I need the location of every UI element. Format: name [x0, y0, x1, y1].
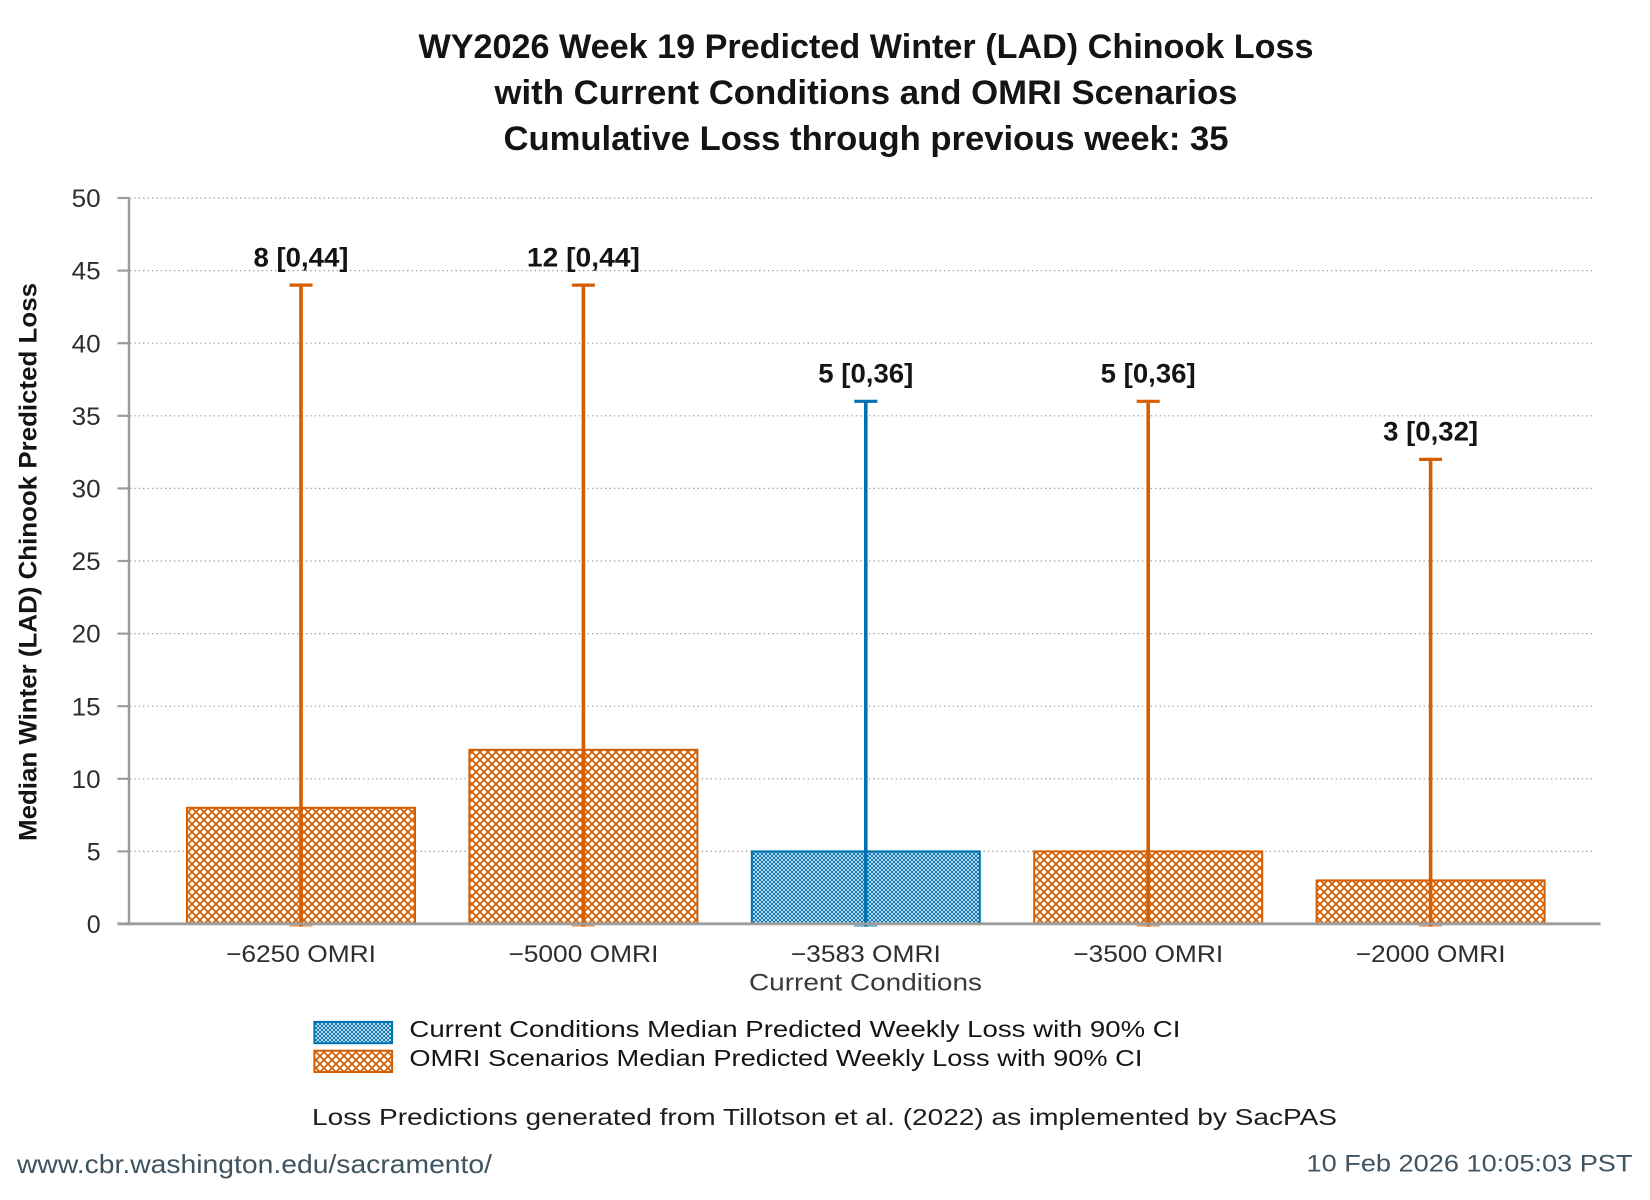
- svg-text:3 [0,32]: 3 [0,32]: [1383, 417, 1478, 447]
- svg-text:−3500 OMRI: −3500 OMRI: [1073, 941, 1223, 968]
- svg-text:8 [0,44]: 8 [0,44]: [254, 242, 349, 272]
- svg-text:Current Conditions: Current Conditions: [749, 970, 982, 997]
- svg-text:Cumulative Loss through previo: Cumulative Loss through previous week: 3…: [504, 120, 1229, 158]
- svg-text:40: 40: [72, 330, 101, 358]
- svg-text:10 Feb 2026 10:05:03 PST: 10 Feb 2026 10:05:03 PST: [1307, 1151, 1633, 1178]
- svg-text:20: 20: [72, 621, 101, 649]
- svg-text:OMRI Scenarios Median Predicte: OMRI Scenarios Median Predicted Weekly L…: [409, 1045, 1142, 1071]
- svg-text:Loss Predictions generated fro: Loss Predictions generated from Tillotso…: [312, 1104, 1337, 1130]
- svg-text:−6250 OMRI: −6250 OMRI: [226, 941, 376, 968]
- svg-text:5: 5: [87, 839, 101, 867]
- svg-text:Current Conditions Median Pred: Current Conditions Median Predicted Week…: [409, 1016, 1180, 1042]
- svg-text:12 [0,44]: 12 [0,44]: [527, 242, 640, 272]
- svg-text:−3583 OMRI: −3583 OMRI: [791, 941, 941, 968]
- svg-text:−5000 OMRI: −5000 OMRI: [508, 941, 658, 968]
- svg-text:15: 15: [72, 693, 101, 721]
- svg-text:with Current Conditions and OM: with Current Conditions and OMRI Scenari…: [493, 74, 1237, 112]
- svg-text:50: 50: [72, 185, 101, 213]
- svg-text:25: 25: [72, 548, 101, 576]
- svg-text:Median Winter (LAD) Chinook Pr: Median Winter (LAD) Chinook Predicted Lo…: [15, 283, 43, 841]
- svg-text:10: 10: [72, 766, 101, 794]
- svg-text:−2000 OMRI: −2000 OMRI: [1356, 941, 1506, 968]
- svg-text:35: 35: [72, 403, 101, 431]
- svg-text:45: 45: [72, 258, 101, 286]
- svg-text:30: 30: [72, 476, 101, 504]
- svg-text:www.cbr.washington.edu/sacrame: www.cbr.washington.edu/sacramento/: [16, 1149, 493, 1179]
- svg-text:WY2026 Week 19 Predicted Winte: WY2026 Week 19 Predicted Winter (LAD) Ch…: [419, 28, 1314, 66]
- svg-text:5 [0,36]: 5 [0,36]: [1101, 359, 1196, 389]
- svg-text:5 [0,36]: 5 [0,36]: [818, 359, 913, 389]
- svg-text:0: 0: [87, 911, 101, 939]
